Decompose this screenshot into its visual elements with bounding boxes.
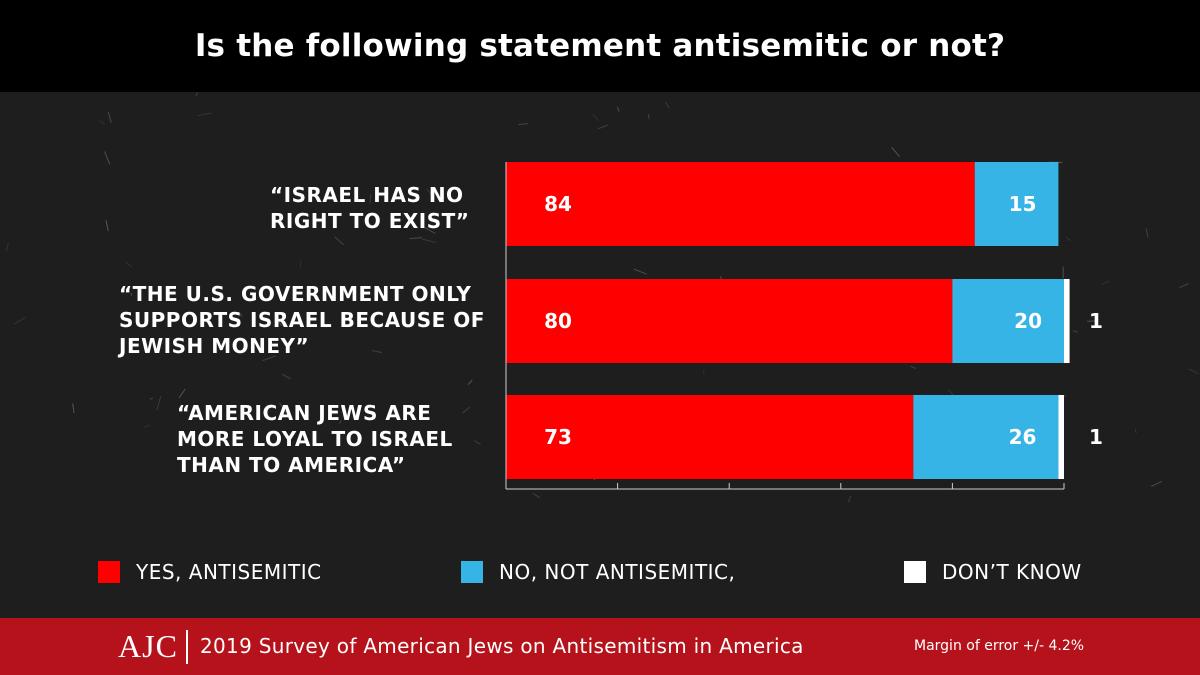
- legend-label-no: NO, NOT ANTISEMITIC,: [499, 560, 736, 584]
- title-bar: Is the following statement antisemitic o…: [0, 0, 1200, 92]
- data-label-yes-1: 80: [544, 309, 572, 333]
- legend-swatch-no: [461, 561, 483, 583]
- data-label-no-2: 26: [1009, 425, 1037, 449]
- bar-no-2: [913, 395, 1059, 479]
- bar-yes-2: [506, 395, 914, 479]
- legend-label-yes: YES, ANTISEMITIC: [136, 560, 322, 584]
- footer: AJC 2019 Survey of American Jews on Anti…: [0, 618, 1200, 675]
- bar-dont-know-2: [1058, 395, 1064, 479]
- legend-item-yes: YES, ANTISEMITIC: [98, 560, 322, 584]
- data-label-dont-know-1: 1: [1089, 309, 1103, 333]
- stacked-bar-chart: 84 15 80 20 1 73 26 1: [5, 92, 1199, 503]
- legend-label-dont-know: DON’T KNOW: [942, 560, 1082, 584]
- data-label-yes-2: 73: [544, 425, 572, 449]
- background-texture: [5, 92, 1199, 503]
- legend: YES, ANTISEMITIC NO, NOT ANTISEMITIC, DO…: [0, 560, 1200, 586]
- bar-yes-1: [506, 279, 953, 363]
- bar-yes-0: [506, 162, 975, 246]
- category-label-0: “Israel has no right to exist”: [270, 183, 470, 233]
- category-label-1: “The U.S. Government only supports Israe…: [119, 282, 485, 358]
- data-label-no-1: 20: [1014, 309, 1042, 333]
- legend-swatch-yes: [98, 561, 120, 583]
- legend-swatch-dont-know: [904, 561, 926, 583]
- data-label-yes-0: 84: [544, 192, 572, 216]
- bar-no-1: [952, 279, 1064, 363]
- legend-item-no: NO, NOT ANTISEMITIC,: [461, 560, 735, 584]
- category-label-2: “American Jews are more loyal to Israel …: [177, 401, 453, 477]
- footer-divider: [186, 630, 188, 664]
- survey-title: 2019 Survey of American Jews on Antisemi…: [200, 634, 804, 658]
- bar-no-0: [974, 162, 1059, 246]
- legend-item-dont-know: DON’T KNOW: [904, 560, 1082, 584]
- data-label-dont-know-2: 1: [1089, 425, 1103, 449]
- bar-dont-know-1: [1064, 279, 1070, 363]
- ajc-logo: AJC: [118, 628, 178, 664]
- page-title: Is the following statement antisemitic o…: [194, 28, 1006, 64]
- margin-of-error: Margin of error +/- 4.2%: [914, 638, 1085, 654]
- data-label-no-0: 15: [1009, 192, 1037, 216]
